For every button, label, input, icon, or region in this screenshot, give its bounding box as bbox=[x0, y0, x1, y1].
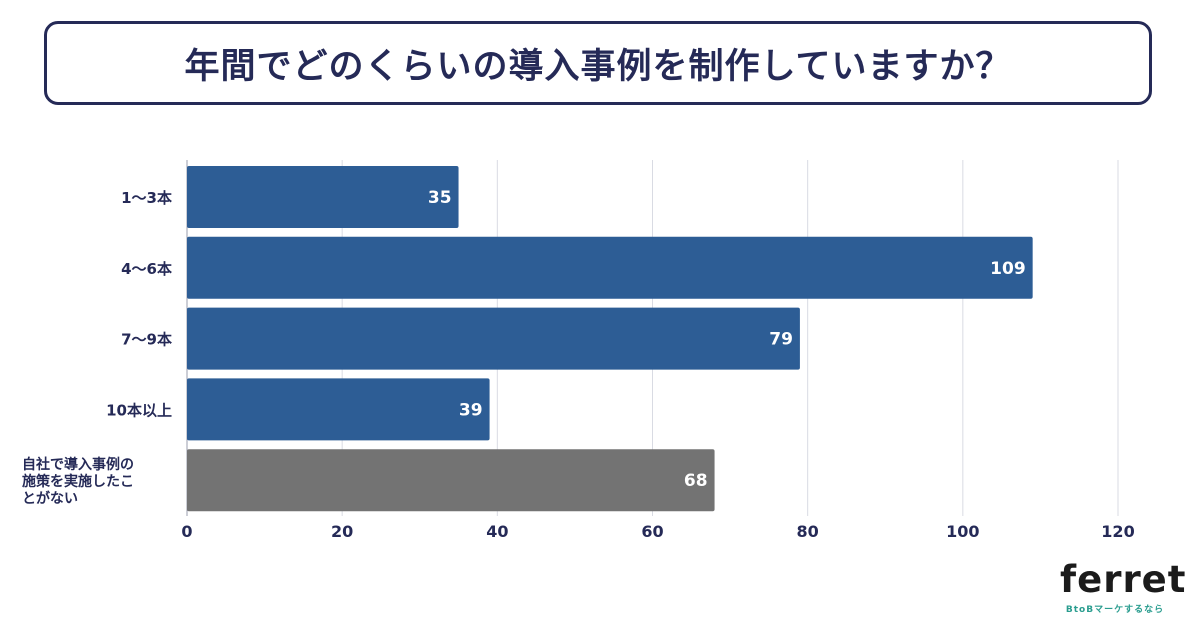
x-tick-label: 80 bbox=[797, 522, 819, 541]
x-tick-label: 100 bbox=[946, 522, 979, 541]
category-label: とがない bbox=[22, 490, 78, 507]
data-label: 109 bbox=[990, 259, 1026, 279]
bar bbox=[187, 166, 459, 228]
category-label: 7〜9本 bbox=[121, 331, 172, 349]
data-label: 39 bbox=[459, 400, 483, 420]
x-tick-label: 20 bbox=[331, 522, 353, 541]
category-label: 4〜6本 bbox=[121, 260, 172, 278]
brand-tagline: BtoBマーケするなら bbox=[1065, 605, 1165, 615]
bar bbox=[187, 449, 715, 512]
x-tick-label: 120 bbox=[1101, 522, 1134, 541]
category-label: 10本以上 bbox=[106, 401, 172, 419]
bar bbox=[187, 236, 1033, 299]
x-tick-label: 60 bbox=[641, 522, 663, 541]
data-label: 35 bbox=[428, 188, 452, 208]
category-label: 施策を実施したこ bbox=[22, 473, 134, 490]
data-label: 79 bbox=[769, 330, 793, 350]
brand-name: ferret bbox=[1060, 558, 1187, 601]
ferret-logo: ferret BtoBマーケするなら bbox=[1060, 558, 1187, 616]
category-label: 自社で導入事例の bbox=[22, 456, 134, 473]
title-box: 年間でどのくらいの導入事例を制作していますか？ bbox=[44, 21, 1152, 105]
bar bbox=[187, 378, 490, 441]
x-tick-label: 0 bbox=[181, 522, 192, 541]
bar bbox=[187, 307, 800, 370]
chart-title: 年間でどのくらいの導入事例を制作していますか？ bbox=[184, 46, 1012, 87]
category-label: 1〜3本 bbox=[121, 189, 172, 207]
data-label: 68 bbox=[684, 471, 708, 491]
x-tick-label: 40 bbox=[486, 522, 508, 541]
